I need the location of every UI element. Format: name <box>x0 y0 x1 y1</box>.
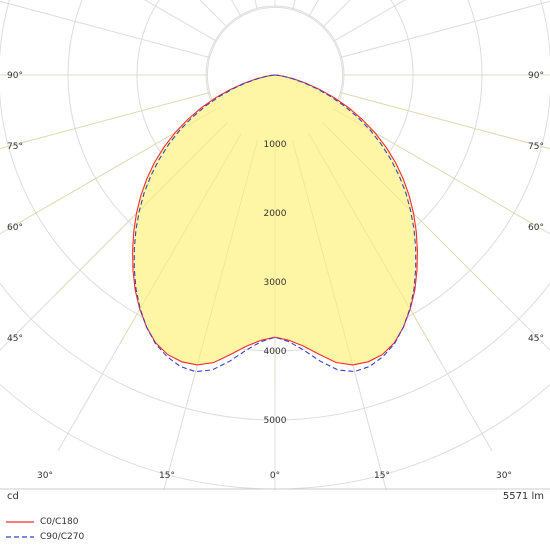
grid-spoke <box>340 0 550 58</box>
legend-label-c90: C90/C270 <box>40 532 85 542</box>
unit-label: cd <box>7 491 19 502</box>
fill-spoke <box>322 122 495 295</box>
legend-label-c0: C0/C180 <box>40 517 79 527</box>
angle-label-bottom: 30° <box>496 471 512 481</box>
label-layer: 1000 2000 3000 4000 5000 90° 90° 75° 75° 60° 60° 45… <box>7 71 544 481</box>
fill-layer <box>0 74 550 386</box>
grid-spoke <box>199 0 228 28</box>
angle-label-right: 60° <box>528 223 544 233</box>
series-line-c0 <box>132 74 418 366</box>
fill-spoke <box>0 92 210 150</box>
angle-label-left: 60° <box>7 223 23 233</box>
angle-label-left: 45° <box>7 334 23 344</box>
legend-swatch-c0 <box>6 521 34 523</box>
radial-tick-label: 4000 <box>264 347 287 357</box>
grid-spoke <box>292 0 296 10</box>
fill-spoke <box>333 108 545 231</box>
angle-label-right: 90° <box>528 71 544 81</box>
fill-spoke <box>340 92 550 150</box>
fill-spoke <box>5 108 217 231</box>
angle-label-left: 90° <box>7 71 23 81</box>
angle-label-bottom: 15° <box>159 471 175 481</box>
angle-label-right: 75° <box>528 142 544 152</box>
radial-tick-label: 1000 <box>264 140 287 150</box>
grid-spoke <box>322 0 351 28</box>
radial-tick-label: 3000 <box>264 278 287 288</box>
angle-label-bottom: 30° <box>37 471 53 481</box>
polar-chart: 1000 2000 3000 4000 5000 90° 90° 75° 75° 60° 60° 45… <box>0 0 550 490</box>
grid-spoke <box>0 0 210 58</box>
legend-swatch-c90 <box>6 536 34 538</box>
angle-label-left: 75° <box>7 142 23 152</box>
legend-item-c90: C90/C270 <box>6 531 84 543</box>
series-layer <box>132 74 418 373</box>
angle-label-bottom: 15° <box>374 471 390 481</box>
fill-spoke <box>292 140 356 376</box>
fill-spoke <box>194 140 258 376</box>
legend-item-c0: C0/C180 <box>6 516 79 528</box>
angle-label-bottom: 0° <box>270 471 280 481</box>
radial-tick-label: 2000 <box>264 209 287 219</box>
fill-spoke <box>55 122 228 295</box>
radial-tick-label: 5000 <box>264 416 287 426</box>
grid-spoke <box>254 0 258 10</box>
angle-label-right: 45° <box>528 334 544 344</box>
series-line-c90 <box>133 74 417 373</box>
flux-label: 5571 lm <box>502 491 544 502</box>
grid-spoke <box>333 0 406 42</box>
grid-spoke <box>144 0 217 42</box>
